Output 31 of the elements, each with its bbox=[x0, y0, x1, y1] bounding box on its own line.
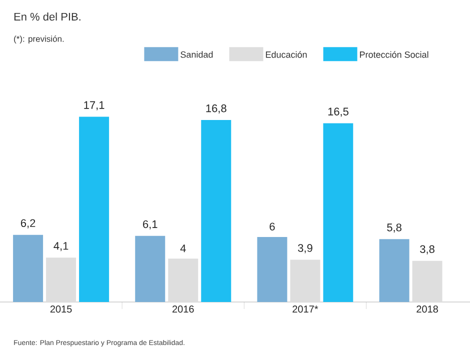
bar bbox=[257, 237, 288, 302]
data-label: 16,8 bbox=[206, 104, 226, 114]
bar bbox=[135, 236, 166, 302]
bar bbox=[46, 258, 76, 302]
data-label: 3,9 bbox=[298, 244, 312, 254]
bar bbox=[168, 258, 198, 302]
data-label: 3,8 bbox=[420, 245, 434, 254]
bar bbox=[379, 239, 410, 302]
data-label: 6,1 bbox=[143, 220, 158, 230]
bar bbox=[412, 260, 442, 302]
x-tick-label: 2018 bbox=[416, 306, 438, 313]
bar bbox=[290, 260, 320, 302]
legend-label: Protección Social bbox=[360, 51, 428, 58]
x-tick-label: 2015 bbox=[50, 306, 72, 313]
bar bbox=[13, 234, 44, 302]
data-label: 4,1 bbox=[54, 242, 68, 252]
data-label: 16,5 bbox=[328, 108, 348, 117]
legend-label: Sanidad bbox=[180, 51, 213, 58]
legend-label: Educación bbox=[266, 51, 307, 58]
chart-title: En % del PIB. bbox=[14, 12, 80, 21]
data-label: 5,8 bbox=[387, 224, 402, 233]
x-tick-label: 2017* bbox=[292, 306, 318, 313]
bar bbox=[323, 123, 354, 302]
data-label: 4 bbox=[180, 244, 186, 252]
x-tick-label: 2016 bbox=[172, 306, 194, 313]
data-label: 17,1 bbox=[84, 101, 104, 110]
data-label: 6,2 bbox=[20, 219, 36, 228]
data-label: 6 bbox=[270, 222, 275, 230]
chart-subtitle: (*): previsión. bbox=[14, 36, 64, 44]
bar bbox=[201, 120, 232, 302]
bar bbox=[79, 116, 110, 302]
